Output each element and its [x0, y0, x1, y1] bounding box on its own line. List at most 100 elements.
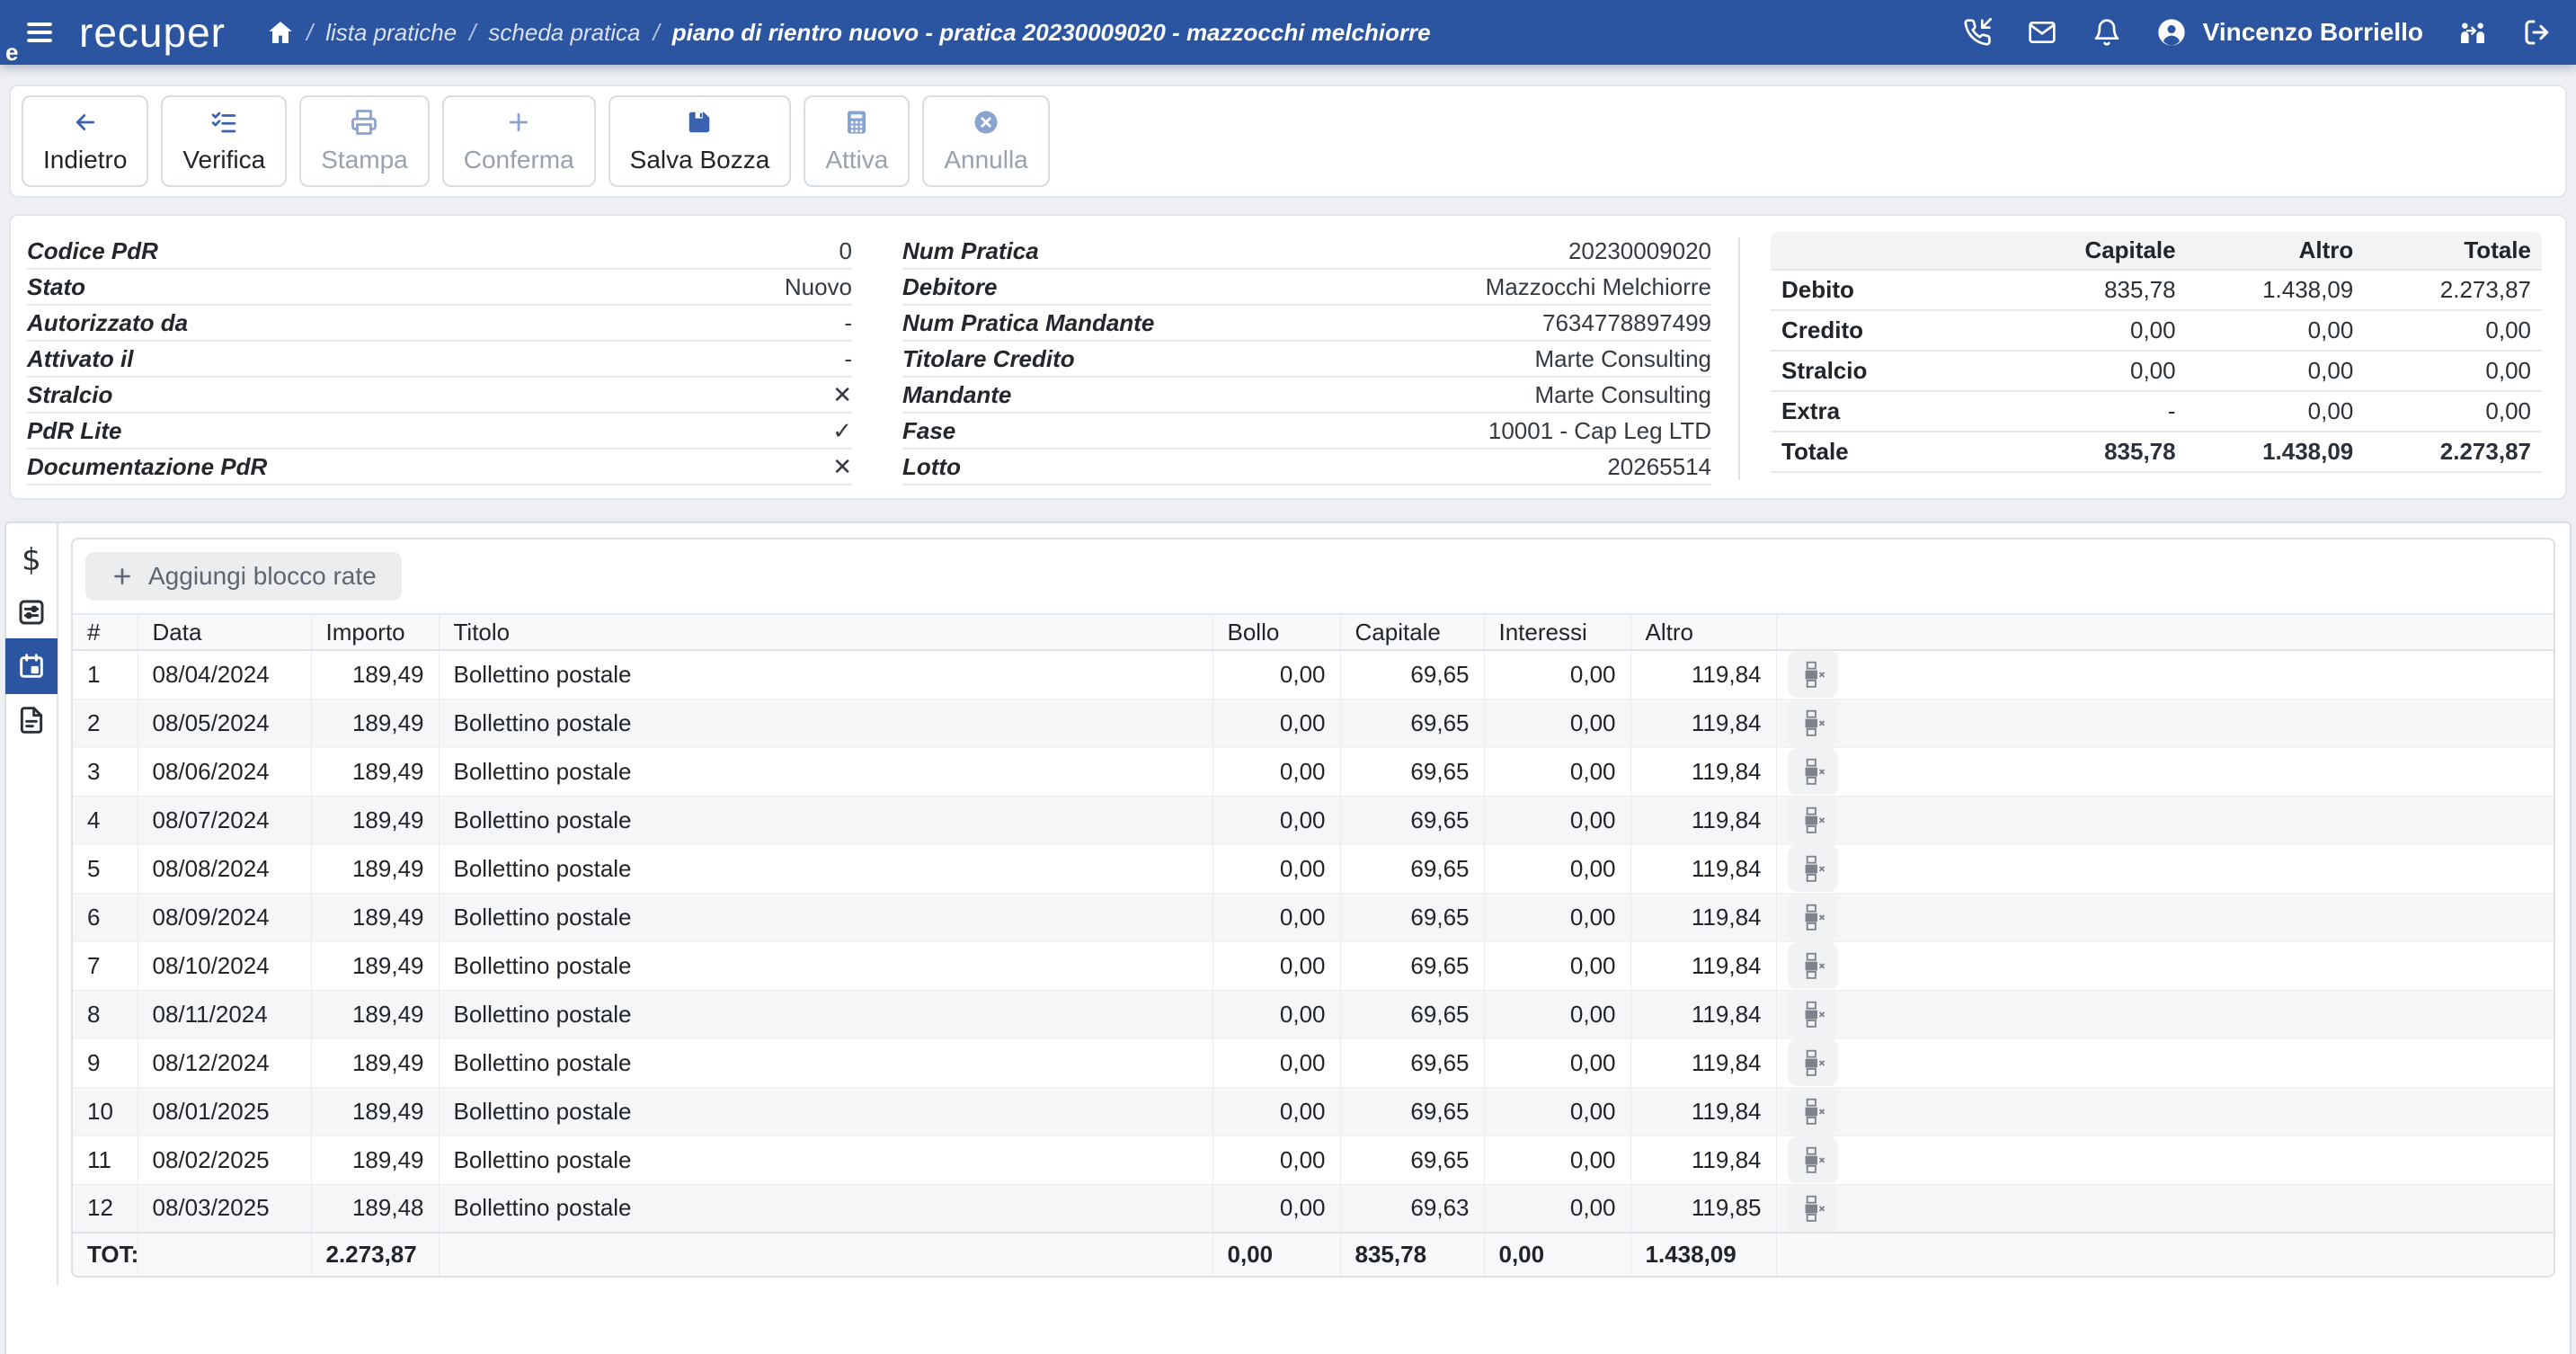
rate-capitale: 69,63	[1340, 1184, 1484, 1233]
add-rate-block-label: Aggiungi blocco rate	[148, 562, 377, 591]
rate-capitale: 69,65	[1340, 990, 1484, 1038]
unlink-rate-button[interactable]	[1788, 1088, 1838, 1135]
unlink-rate-button[interactable]	[1788, 748, 1838, 795]
rate-altro: 119,84	[1630, 699, 1776, 747]
unlink-rate-button[interactable]	[1788, 651, 1838, 698]
breadcrumb-link-lista-pratiche[interactable]: lista pratiche	[325, 19, 457, 47]
field-label: Documentazione PdR	[27, 453, 267, 481]
logout-icon[interactable]	[2522, 17, 2553, 48]
printer-icon	[351, 108, 378, 137]
rate-titolo: Bollettino postale	[439, 1038, 1212, 1087]
tab-amounts[interactable]: $	[5, 534, 58, 586]
rate-number: 4	[73, 796, 138, 844]
col-number: #	[73, 614, 138, 650]
rate-number: 8	[73, 990, 138, 1038]
unlink-rate-icon	[1799, 1146, 1826, 1173]
summary-row-label: Debito	[1771, 270, 2009, 310]
tab-rate-plan[interactable]	[5, 638, 58, 694]
rate-capitale: 69,65	[1340, 1038, 1484, 1087]
rate-table-header-row: # Data Importo Titolo Bollo Capitale Int…	[73, 614, 2554, 650]
rate-table: # Data Importo Titolo Bollo Capitale Int…	[73, 613, 2554, 1276]
rate-row: 708/10/2024189,49Bollettino postale0,006…	[73, 941, 2554, 990]
rate-row: 508/08/2024189,49Bollettino postale0,006…	[73, 844, 2554, 893]
field-label: Fase	[902, 417, 955, 445]
summary-row: Credito0,000,000,00	[1771, 310, 2542, 351]
unlink-rate-button[interactable]	[1788, 1039, 1838, 1086]
summary-corner-cell	[1771, 232, 2009, 270]
unlink-rate-button[interactable]	[1788, 991, 1838, 1038]
x-circle-icon	[973, 108, 999, 137]
rate-data: 08/08/2024	[138, 844, 311, 893]
summary-row-label: Extra	[1771, 391, 2009, 432]
field-row: Num Pratica20230009020	[902, 234, 1711, 270]
stampa-button[interactable]: Stampa	[299, 95, 430, 187]
conferma-button[interactable]: Conferma	[442, 95, 596, 187]
phone-incoming-icon[interactable]	[1962, 17, 1993, 48]
col-bollo: Bollo	[1212, 614, 1340, 650]
rate-altro: 119,84	[1630, 844, 1776, 893]
summary-value: 0,00	[2187, 391, 2365, 432]
field-value: 20265514	[1607, 453, 1711, 481]
rate-importo: 189,49	[311, 844, 439, 893]
total-altro: 1.438,09	[1630, 1233, 1776, 1276]
summary-row: Stralcio0,000,000,00	[1771, 351, 2542, 391]
dollar-icon: $	[22, 542, 41, 578]
unlink-rate-icon	[1799, 1098, 1826, 1125]
rate-data: 08/02/2025	[138, 1136, 311, 1184]
col-interessi: Interessi	[1484, 614, 1630, 650]
bell-icon[interactable]	[2092, 17, 2122, 48]
unlink-rate-button[interactable]	[1788, 845, 1838, 892]
tab-settings[interactable]	[5, 586, 58, 638]
rate-row: 108/04/2024189,49Bollettino postale0,006…	[73, 650, 2554, 699]
col-actions	[1776, 614, 2554, 650]
menu-toggle-button[interactable]	[23, 16, 56, 49]
menu-overflow-text: e	[5, 39, 18, 67]
rate-data: 08/03/2025	[138, 1184, 311, 1233]
app-logo[interactable]: recuper	[79, 8, 226, 57]
rate-capitale: 69,65	[1340, 650, 1484, 699]
unlink-rate-icon	[1799, 661, 1826, 688]
field-label: PdR Lite	[27, 417, 121, 445]
field-row: Attivato il-	[27, 342, 852, 378]
field-label: Num Pratica	[902, 237, 1039, 265]
salva-bozza-button[interactable]: Salva Bozza	[608, 95, 792, 187]
breadcrumb: / lista pratiche / scheda pratica / pian…	[267, 19, 1431, 47]
unlink-rate-button[interactable]	[1788, 942, 1838, 989]
summary-value: 835,78	[2009, 270, 2187, 310]
field-value: ✕	[832, 381, 852, 409]
rate-number: 6	[73, 893, 138, 941]
indietro-button[interactable]: Indietro	[22, 95, 148, 187]
tab-documents[interactable]	[5, 694, 58, 746]
rate-titolo: Bollettino postale	[439, 1136, 1212, 1184]
unlink-rate-button[interactable]	[1788, 699, 1838, 746]
summary-value: 2.273,87	[2364, 432, 2542, 472]
field-label: Lotto	[902, 453, 961, 481]
attiva-button[interactable]: Attiva	[804, 95, 910, 187]
handover-icon[interactable]	[2457, 17, 2488, 48]
unlink-rate-icon	[1799, 952, 1826, 979]
rate-row: 1008/01/2025189,49Bollettino postale0,00…	[73, 1087, 2554, 1136]
user-avatar-icon[interactable]	[2156, 17, 2187, 48]
rate-capitale: 69,65	[1340, 844, 1484, 893]
verifica-button[interactable]: Verifica	[161, 95, 287, 187]
rate-data: 08/01/2025	[138, 1087, 311, 1136]
breadcrumb-link-scheda-pratica[interactable]: scheda pratica	[488, 19, 640, 47]
rate-bollo: 0,00	[1212, 650, 1340, 699]
rate-number: 2	[73, 699, 138, 747]
add-rate-block-button[interactable]: Aggiungi blocco rate	[85, 552, 402, 601]
user-name[interactable]: Vincenzo Borriello	[2203, 18, 2423, 47]
home-icon[interactable]	[267, 19, 294, 46]
mail-icon[interactable]	[2027, 17, 2057, 48]
unlink-rate-button[interactable]	[1788, 894, 1838, 940]
annulla-button[interactable]: Annulla	[922, 95, 1049, 187]
unlink-rate-button[interactable]	[1788, 1185, 1838, 1232]
total-bollo: 0,00	[1212, 1233, 1340, 1276]
unlink-rate-button[interactable]	[1788, 797, 1838, 843]
unlink-rate-button[interactable]	[1788, 1136, 1838, 1183]
rate-altro: 119,84	[1630, 747, 1776, 796]
rate-interessi: 0,00	[1484, 941, 1630, 990]
unlink-rate-icon	[1799, 904, 1826, 931]
field-value: 0	[839, 237, 852, 265]
pdr-fields-column: Codice PdR0StatoNuovoAutorizzato da-Atti…	[27, 230, 852, 484]
rate-titolo: Bollettino postale	[439, 941, 1212, 990]
